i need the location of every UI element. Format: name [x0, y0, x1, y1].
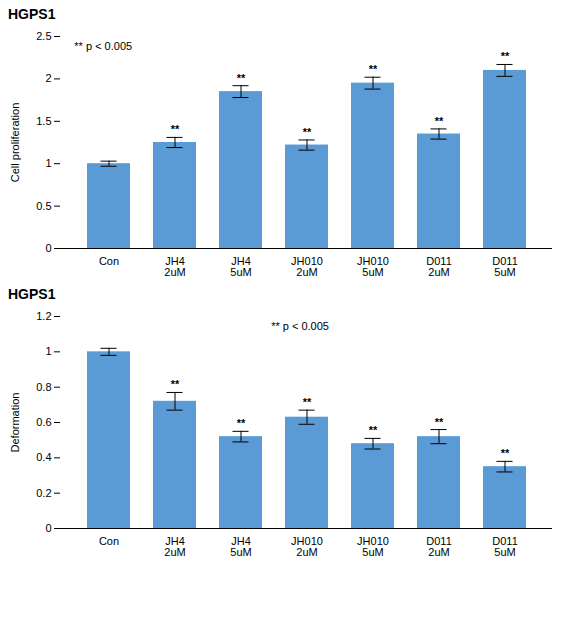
svg-text:JH45uM: JH45uM	[230, 535, 251, 558]
svg-text:JH0102uM: JH0102uM	[291, 255, 323, 278]
svg-text:**: **	[369, 63, 378, 75]
svg-text:Con: Con	[99, 255, 119, 267]
svg-text:0: 0	[45, 242, 51, 254]
svg-text:**: **	[237, 417, 246, 429]
svg-text:Deformation: Deformation	[9, 393, 21, 453]
svg-text:1: 1	[45, 157, 51, 169]
svg-text:JH42uM: JH42uM	[164, 255, 185, 278]
html-text:HGPS1: HGPS1	[8, 286, 56, 302]
svg-text:D0115uM: D0115uM	[492, 255, 517, 278]
svg-text:**: **	[435, 115, 444, 127]
svg-text:D0112uM: D0112uM	[426, 535, 451, 558]
svg-text:**: **	[171, 123, 180, 135]
svg-text:JH0102uM: JH0102uM	[291, 535, 323, 558]
html-text:HGPS1: HGPS1	[8, 6, 56, 22]
svg-text:JH0105uM: JH0105uM	[357, 255, 389, 278]
svg-text:**: **	[369, 424, 378, 436]
svg-text:**: **	[501, 447, 510, 459]
svg-text:Con: Con	[99, 535, 119, 547]
svg-text:**: **	[501, 50, 510, 62]
svg-text:0.8: 0.8	[36, 381, 51, 393]
svg-text:1.5: 1.5	[36, 115, 51, 127]
svg-text:JH0105uM: JH0105uM	[357, 535, 389, 558]
svg-text:** p < 0.005: ** p < 0.005	[271, 320, 329, 332]
svg-text:2.5: 2.5	[36, 30, 51, 42]
svg-text:** p < 0.005: ** p < 0.005	[74, 40, 132, 52]
svg-text:**: **	[435, 416, 444, 428]
svg-text:0: 0	[45, 522, 51, 534]
svg-text:0.6: 0.6	[36, 416, 51, 428]
svg-text:0.5: 0.5	[36, 200, 51, 212]
svg-text:Cell proliferation: Cell proliferation	[9, 103, 21, 182]
svg-text:0.2: 0.2	[36, 487, 51, 499]
svg-text:D0112uM: D0112uM	[426, 255, 451, 278]
svg-text:1.2: 1.2	[36, 310, 51, 322]
svg-text:JH45uM: JH45uM	[230, 255, 251, 278]
svg-text:**: **	[303, 126, 312, 138]
svg-text:2: 2	[45, 72, 51, 84]
svg-text:**: **	[237, 72, 246, 84]
svg-text:**: **	[303, 396, 312, 408]
svg-text:0.4: 0.4	[36, 451, 51, 463]
svg-text:1: 1	[45, 345, 51, 357]
svg-text:D0115uM: D0115uM	[492, 535, 517, 558]
svg-text:**: **	[171, 378, 180, 390]
svg-text:JH42uM: JH42uM	[164, 535, 185, 558]
